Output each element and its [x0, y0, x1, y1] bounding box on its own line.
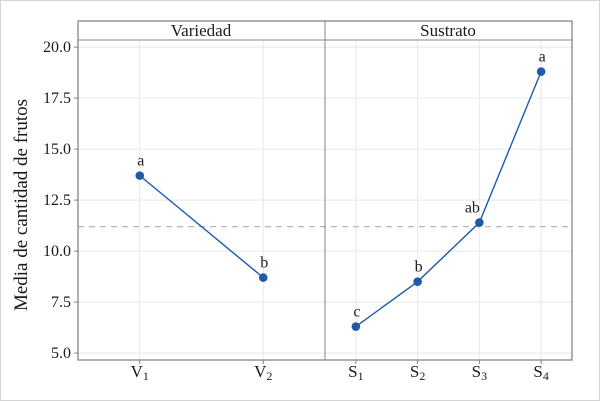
y-tick-label: 10.0 — [43, 243, 71, 260]
axis-layer: 5.0 7.5 10.0 12.5 15.0 17.5 20.0 V1 V2 S1 S2 S3 S4 — [43, 39, 549, 383]
x-category-label: S4 — [533, 362, 548, 383]
data-point — [475, 218, 484, 227]
frame-layer — [74, 20, 573, 364]
y-tick-label: 5.0 — [51, 345, 71, 362]
y-tick-label: 15.0 — [43, 141, 71, 158]
y-axis-title: Media de cantidad de frutos — [11, 99, 32, 311]
panel-title-sustrato: Sustrato — [420, 21, 476, 40]
y-tick-label: 20.0 — [43, 39, 71, 56]
series-line — [355, 71, 542, 328]
significance-letter: a — [137, 153, 144, 170]
panel-title-variedad: Variedad — [171, 21, 232, 40]
y-tick-label: 17.5 — [43, 90, 71, 107]
y-tick-label: 12.5 — [43, 192, 71, 209]
x-category-label: V1 — [131, 362, 149, 383]
significance-letter: b — [415, 259, 423, 276]
x-category-label: S3 — [472, 362, 487, 383]
significance-letter: c — [353, 304, 360, 321]
significance-letter: ab — [465, 200, 480, 217]
significance-letter: a — [539, 49, 546, 66]
data-point — [258, 273, 268, 282]
data-point — [351, 322, 361, 331]
series-line — [139, 175, 264, 279]
data-point — [135, 171, 145, 180]
x-category-label: V2 — [254, 362, 272, 383]
data-point — [413, 277, 422, 286]
y-tick-label: 7.5 — [51, 294, 71, 311]
data-point — [536, 67, 546, 76]
significance-letter: b — [260, 255, 268, 272]
x-category-label: S2 — [410, 362, 425, 383]
x-category-label: S1 — [348, 362, 363, 383]
